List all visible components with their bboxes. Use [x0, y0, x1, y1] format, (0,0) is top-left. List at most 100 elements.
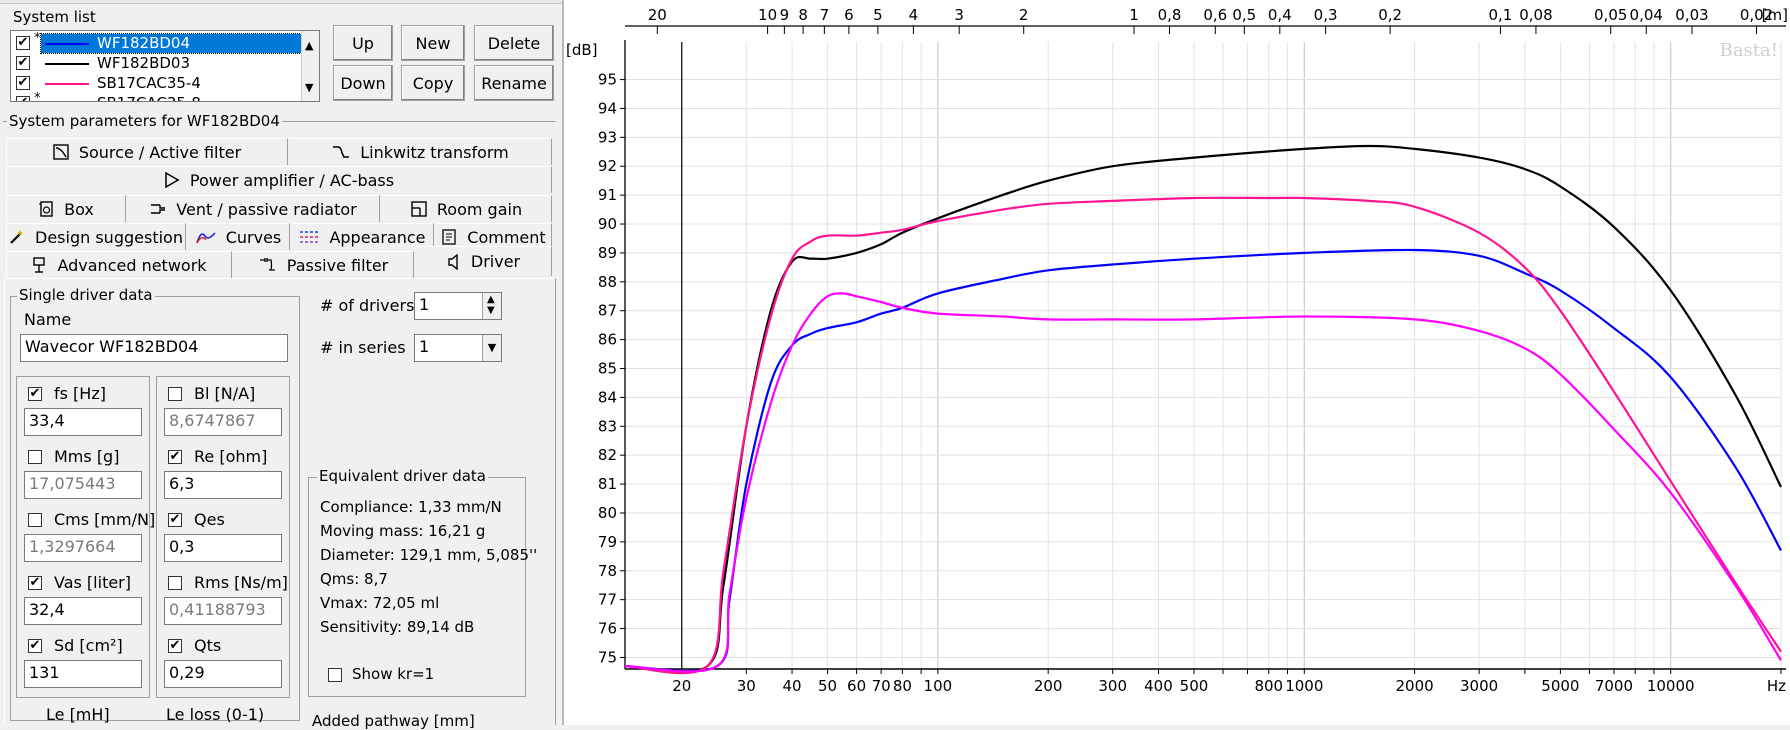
param-field[interactable]: 32,4	[24, 597, 142, 625]
in-series-dropdown-icon[interactable]: ▼	[482, 335, 501, 361]
wand-icon	[10, 230, 24, 244]
param-checkbox[interactable]: ✔	[28, 386, 42, 401]
tab-vent-passive-radiator[interactable]: Vent / passive radiator	[128, 195, 380, 222]
x-tick-label: 3000	[1460, 677, 1498, 695]
system-visible-checkbox[interactable]: ✔	[16, 96, 30, 101]
curves-icon	[195, 232, 216, 244]
new-button[interactable]: New	[401, 25, 465, 61]
param-label: Re [ohm]	[194, 447, 268, 466]
tab-advanced-network[interactable]: Advanced network	[6, 251, 232, 278]
vmax-text: Vmax: 72,05 ml	[320, 594, 440, 612]
system-list-item[interactable]: ✔ * WF182BD04	[11, 31, 304, 54]
param-checkbox[interactable]	[28, 513, 42, 527]
top-tick-label: 0,4	[1268, 6, 1292, 24]
linkwitz-icon	[333, 146, 350, 158]
param-field[interactable]: 17,075443	[24, 471, 142, 499]
param-checkbox[interactable]	[28, 450, 42, 464]
up-button[interactable]: Up	[333, 25, 393, 61]
tab-source-active-filter[interactable]: Source / Active filter	[6, 138, 288, 165]
x-tick-label: 2000	[1395, 677, 1433, 695]
y-tick-label: 91	[598, 186, 617, 204]
x-tick-label: 800	[1254, 677, 1283, 695]
system-list-item[interactable]: ✔ * SB17CAC35-8	[11, 91, 301, 101]
y-tick-label: 89	[598, 244, 617, 262]
param-field[interactable]: 33,4	[24, 408, 142, 436]
param-field[interactable]: 0,41188793	[164, 597, 282, 625]
param-checkbox[interactable]: ✔	[28, 638, 42, 653]
copy-button[interactable]: Copy	[401, 65, 465, 101]
tab-driver-label: Driver	[470, 252, 521, 271]
system-visible-checkbox[interactable]: ✔	[16, 75, 30, 90]
spin-down-icon[interactable]: ▼	[487, 305, 495, 316]
show-kr-checkbox[interactable]	[328, 668, 342, 682]
tab-linkwitz-transform[interactable]: Linkwitz transform	[290, 138, 552, 165]
tab-room-gain[interactable]: Room gain	[382, 195, 552, 222]
vent-icon	[151, 204, 166, 214]
system-visible-checkbox[interactable]: ✔	[16, 55, 30, 70]
system-item-label: WF182BD04	[97, 34, 191, 52]
x-tick-label: 5000	[1541, 677, 1579, 695]
tab-appearance[interactable]: Appearance	[292, 223, 434, 250]
show-kr-label: Show kr=1	[352, 665, 435, 683]
tab-driver[interactable]: Driver	[416, 246, 552, 276]
y-tick-label: 78	[598, 562, 617, 580]
chart-panel[interactable]: 75 76 77 78 79 80 81 82 83 84 85 86 87 88 89 90 91 92 93 94…	[562, 0, 1790, 725]
x-tick-label: 300	[1098, 677, 1127, 695]
top-tick-label: 0,1	[1488, 6, 1512, 24]
param-field[interactable]: 1,3297664	[24, 534, 142, 562]
delete-button[interactable]: Delete	[474, 25, 554, 61]
spin-up-icon[interactable]: ▲	[487, 294, 495, 305]
param-checkbox[interactable]: ✔	[168, 638, 182, 653]
rename-button[interactable]: Rename	[474, 65, 554, 101]
scroll-down-icon[interactable]: ▼	[305, 81, 314, 94]
compliance-text: Compliance: 1,33 mm/N	[320, 498, 502, 516]
comment-icon	[442, 229, 456, 245]
system-item-label: SB17CAC35-8	[97, 94, 201, 101]
x-tick-label: 200	[1034, 677, 1063, 695]
top-tick-label: 0,04	[1630, 6, 1663, 24]
tab-design-suggestion[interactable]: Design suggestion	[6, 223, 186, 250]
down-button[interactable]: Down	[333, 65, 393, 101]
y-tick-label: 79	[598, 533, 617, 551]
system-list-item[interactable]: ✔ WF182BD03	[11, 54, 301, 74]
system-list-item[interactable]: ✔ SB17CAC35-4	[11, 74, 301, 94]
tab-power-amplifier[interactable]: Power amplifier / AC-bass	[6, 166, 552, 193]
driver-name-field[interactable]: Wavecor WF182BD04	[20, 334, 288, 362]
tab-curves[interactable]: Curves	[188, 223, 290, 250]
param-label: Cms [mm/N]	[54, 510, 156, 529]
param-checkbox[interactable]: ✔	[168, 449, 182, 464]
param-field[interactable]: 0,3	[164, 534, 282, 562]
top-tick-label: 0,02	[1740, 6, 1773, 24]
passive-filter-icon	[259, 258, 275, 271]
in-series-label: # in series	[320, 338, 406, 357]
tab-comment[interactable]: Comment	[436, 223, 552, 250]
scroll-up-icon[interactable]: ▲	[305, 39, 314, 52]
param-checkbox[interactable]: ✔	[168, 512, 182, 527]
param-field[interactable]: 6,3	[164, 471, 282, 499]
system-item-body[interactable]	[40, 33, 304, 54]
system-params-group: System parameters for WF182BD04	[2, 112, 556, 721]
y-unit-label: [dB]	[566, 41, 598, 59]
system-list-box[interactable]: ✔ * WF182BD04 ✔ WF182BD03 ✔ SB17CAC35-4 ✔ * SB17C…	[10, 30, 320, 102]
param-field[interactable]: 8,6747867	[164, 408, 282, 436]
x-tick-label: 60	[847, 677, 866, 695]
top-tick-label: 5	[873, 6, 883, 24]
system-item-label: SB17CAC35-4	[97, 74, 201, 92]
param-label: Qts	[194, 636, 222, 655]
y-tick-label: 85	[598, 360, 617, 378]
tab-passive-filter[interactable]: Passive filter	[234, 251, 414, 278]
y-tick-label: 93	[598, 128, 617, 146]
tab-box[interactable]: Box	[6, 195, 126, 222]
param-field[interactable]: 131	[24, 660, 142, 688]
list-scrollbar[interactable]: ▲ ▼	[301, 31, 319, 101]
param-checkbox[interactable]: ✔	[28, 575, 42, 590]
param-checkbox[interactable]	[168, 387, 182, 401]
param-field[interactable]: 0,29	[164, 660, 282, 688]
y-tick-label: 88	[598, 273, 617, 291]
top-tick-label: 20	[648, 6, 667, 24]
y-tick-label: 81	[598, 475, 617, 493]
param-checkbox[interactable]	[168, 576, 182, 590]
system-visible-checkbox[interactable]: ✔	[16, 35, 30, 50]
frequency-response-chart[interactable]: 7576777879808182838485868788899091929394…	[564, 0, 1790, 725]
num-drivers-spin[interactable]: ▲ ▼	[482, 293, 501, 319]
